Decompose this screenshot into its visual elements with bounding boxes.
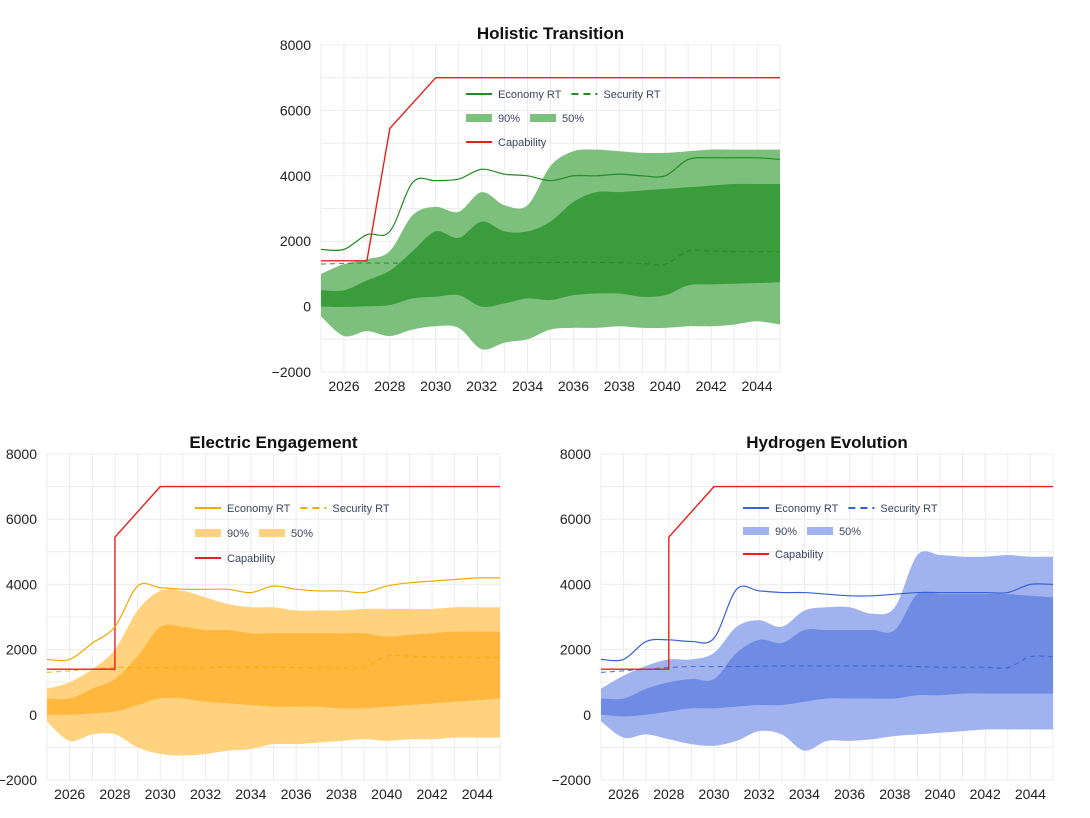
legend: Economy RT Security RT 90% 50% Capability	[466, 89, 661, 149]
series-security-rt	[47, 654, 500, 673]
y-tick-label: −2000	[0, 772, 37, 788]
x-tick-label: 2036	[834, 786, 865, 802]
x-tick-label: 2042	[970, 786, 1001, 802]
y-tick-label: 6000	[560, 511, 591, 527]
series-economy-rt	[47, 577, 500, 662]
legend-label-security: Security RT	[332, 503, 390, 515]
x-tick-label: 2032	[744, 786, 775, 802]
y-tick-label: 6000	[280, 102, 311, 118]
x-tick-label: 2038	[879, 786, 910, 802]
y-tick-label: 0	[29, 707, 37, 723]
x-tick-label: 2034	[789, 786, 820, 802]
x-tick-label: 2040	[924, 786, 955, 802]
x-tick-label: 2030	[145, 786, 176, 802]
x-tick-label: 2036	[281, 786, 312, 802]
band-50	[47, 624, 500, 715]
x-tick-label: 2044	[462, 786, 493, 802]
x-tick-label: 2026	[54, 786, 85, 802]
chart-title: Electric Engagement	[189, 433, 358, 452]
x-tick-label: 2040	[650, 378, 681, 394]
y-tick-label: 2000	[560, 642, 591, 658]
chart-electric-svg: Electric Engagement −2000 0 2000 4000 6000 800…	[0, 433, 501, 802]
x-tick-label: 2040	[371, 786, 402, 802]
chart-holistic-svg: Holistic Transition −2000 0 2000 4000 6000 800…	[272, 24, 781, 394]
plot-area	[601, 485, 1053, 751]
x-tick-label: 2042	[416, 786, 447, 802]
chart-title: Holistic Transition	[477, 24, 624, 43]
series-economy-rt	[321, 157, 780, 252]
legend-swatch-50	[807, 527, 834, 535]
legend-swatch-50	[530, 114, 557, 122]
legend-label-90: 90%	[227, 528, 249, 540]
legend-label-50: 50%	[562, 113, 584, 125]
x-tick-label: 2028	[653, 786, 684, 802]
legend-label-security: Security RT	[880, 503, 938, 515]
series-capability	[47, 485, 500, 670]
x-tick-label: 2030	[698, 786, 729, 802]
x-tick-label: 2044	[1015, 786, 1046, 802]
legend-label-economy: Economy RT	[498, 89, 562, 101]
legend-label-50: 50%	[839, 526, 861, 538]
y-tick-label: 0	[583, 707, 591, 723]
y-tick-label: 4000	[560, 576, 591, 592]
x-tick-label: 2028	[374, 378, 405, 394]
legend-label-economy: Economy RT	[227, 503, 291, 515]
y-tick-label: 8000	[6, 446, 37, 462]
legend-swatch-50	[259, 529, 286, 537]
chart-hydrogen-evolution: Hydrogen Evolution −2000 0 2000 4000 6000 8000…	[552, 430, 1070, 818]
x-tick-label: 2034	[235, 786, 266, 802]
y-tick-label: 4000	[280, 168, 311, 184]
legend-label-capability: Capability	[498, 137, 547, 149]
plot-area	[47, 485, 500, 756]
x-tick-label: 2032	[466, 378, 497, 394]
series-capability	[601, 485, 1053, 670]
legend-label-90: 90%	[775, 526, 797, 538]
x-tick-label: 2028	[99, 786, 130, 802]
series-security-rt	[321, 249, 780, 266]
legend-swatch-90	[743, 527, 769, 535]
y-tick-label: 2000	[280, 233, 311, 249]
y-tick-label: 0	[303, 299, 311, 315]
legend-swatch-90	[195, 529, 221, 537]
x-tick-label: 2026	[608, 786, 639, 802]
band-50	[321, 183, 780, 307]
x-tick-label: 2036	[558, 378, 589, 394]
x-tick-label: 2032	[190, 786, 221, 802]
x-tick-label: 2044	[741, 378, 772, 394]
series-capability	[321, 77, 780, 262]
chart-holistic-transition: Holistic Transition −2000 0 2000 4000 6000 800…	[270, 18, 800, 410]
legend-label-economy: Economy RT	[775, 503, 839, 515]
x-tick-label: 2038	[326, 786, 357, 802]
legend-label-capability: Capability	[775, 549, 824, 561]
legend-label-security: Security RT	[603, 89, 661, 101]
chart-title: Hydrogen Evolution	[746, 433, 908, 452]
x-tick-label: 2034	[512, 378, 543, 394]
y-tick-label: 6000	[6, 511, 37, 527]
x-tick-label: 2042	[696, 378, 727, 394]
y-tick-label: 4000	[6, 576, 37, 592]
plot-area	[321, 77, 780, 350]
legend: Economy RT Security RT 90% 50% Capability	[743, 503, 938, 561]
x-tick-label: 2026	[328, 378, 359, 394]
x-tick-label: 2038	[604, 378, 635, 394]
chart-electric-engagement: Electric Engagement −2000 0 2000 4000 6000 800…	[0, 430, 520, 818]
legend: Economy RT Security RT 90% 50% Capability	[195, 503, 390, 565]
y-tick-label: 2000	[6, 642, 37, 658]
legend-swatch-90	[466, 114, 492, 122]
x-tick-label: 2030	[420, 378, 451, 394]
legend-label-capability: Capability	[227, 553, 276, 565]
y-tick-label: 8000	[560, 446, 591, 462]
chart-hydrogen-svg: Hydrogen Evolution −2000 0 2000 4000 6000 8000…	[552, 433, 1054, 802]
legend-label-90: 90%	[498, 113, 520, 125]
y-tick-label: 8000	[280, 37, 311, 53]
series-security-rt	[601, 655, 1053, 673]
band-50	[601, 591, 1053, 717]
y-tick-label: −2000	[272, 364, 312, 380]
series-economy-rt	[601, 583, 1053, 662]
legend-label-50: 50%	[291, 528, 313, 540]
y-tick-label: −2000	[552, 772, 592, 788]
